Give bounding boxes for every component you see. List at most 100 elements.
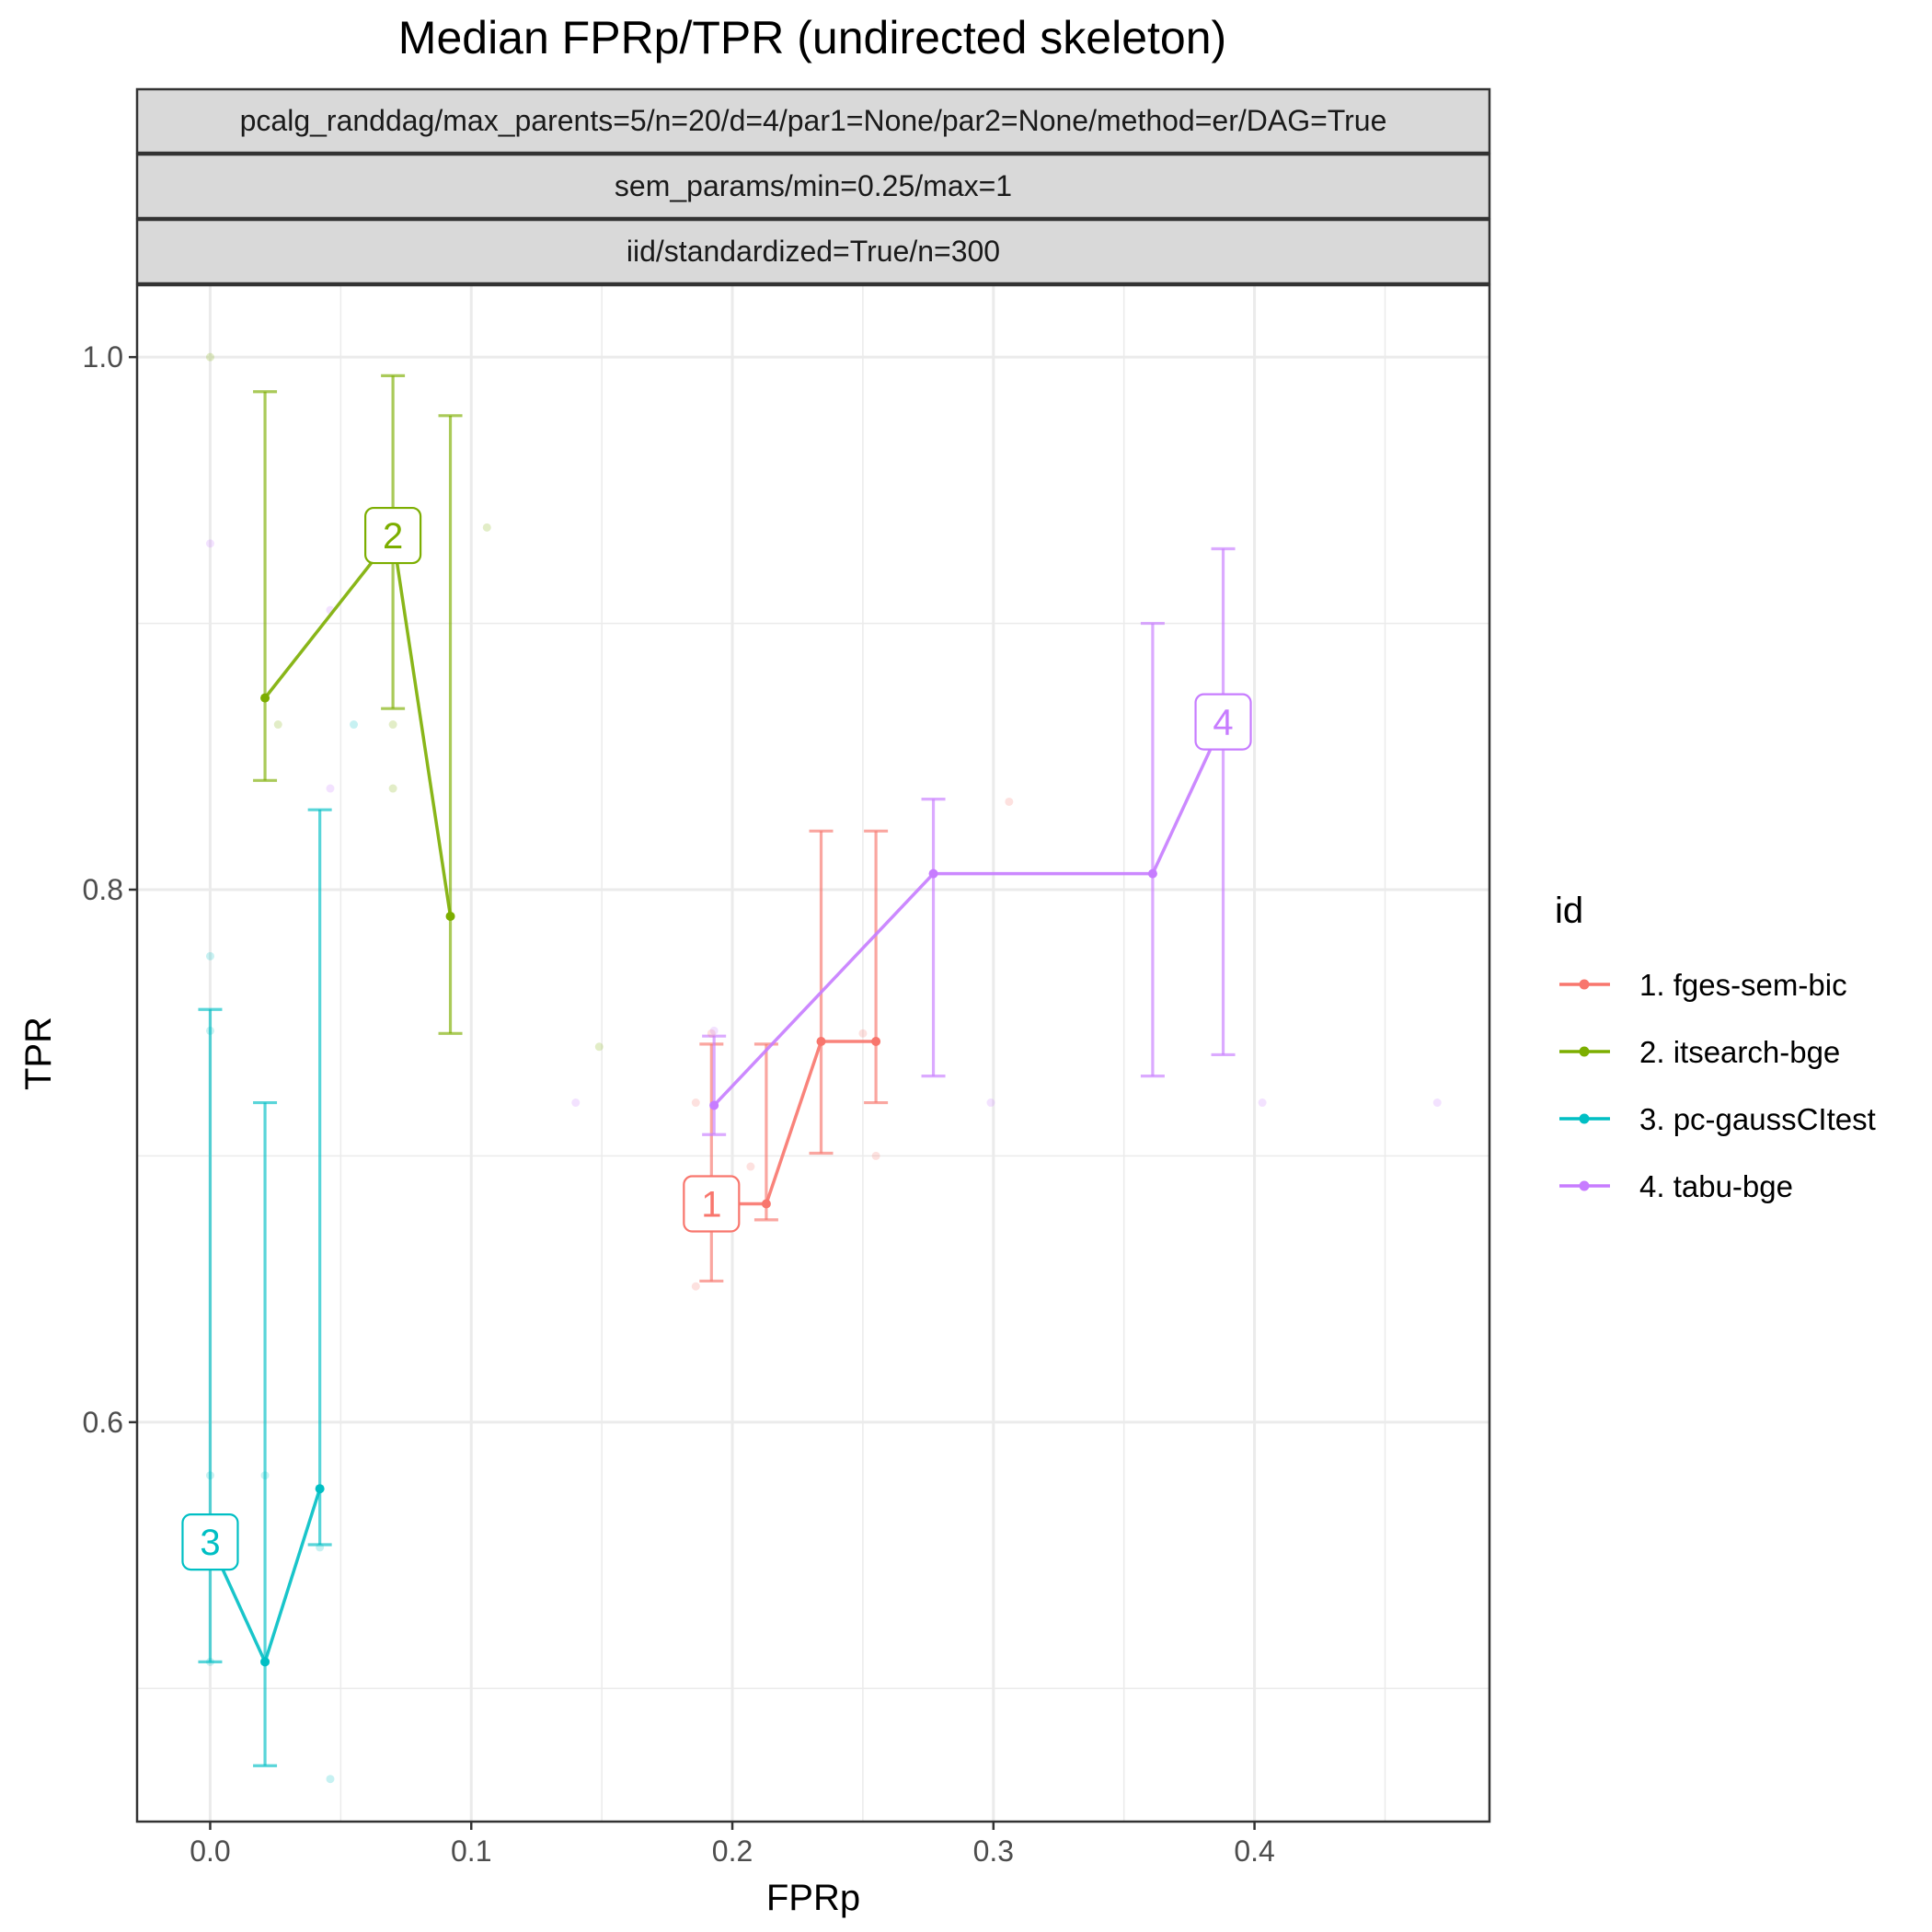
facet-strip-1-box xyxy=(135,87,1491,155)
series-label-box xyxy=(364,506,422,565)
error-bars xyxy=(198,374,1236,1767)
error-bar xyxy=(699,1042,724,1283)
legend-entry-label: 1. fges-sem-bic xyxy=(1639,968,1847,1002)
facet-strips: pcalg_randdag/max_parents=5/n=20/d=4/par… xyxy=(135,87,1491,285)
scatter-point xyxy=(594,1042,604,1052)
scatter-point xyxy=(205,1657,214,1666)
scatter-point xyxy=(871,1151,880,1160)
scatter-point xyxy=(205,951,214,960)
scatter-point xyxy=(571,1098,581,1108)
legend-entry: 4. tabu-bge xyxy=(1559,1169,1793,1203)
series-line xyxy=(712,720,1225,1107)
scatter-point xyxy=(205,539,214,548)
error-bar xyxy=(921,797,946,1078)
series-label-text: 3 xyxy=(200,1523,220,1563)
legend-key-point xyxy=(1579,1113,1590,1124)
series-label: 3 xyxy=(181,1513,239,1571)
error-bar xyxy=(1211,546,1236,1057)
y-tick-label: 0.8 xyxy=(83,873,123,906)
scatter-point xyxy=(1258,1098,1267,1108)
scatter-point xyxy=(707,1029,716,1038)
series-point xyxy=(709,1100,719,1110)
legend: id 1. fges-sem-bic 2. itsearch-bge 3. pc-g… xyxy=(1555,891,1876,1203)
series-point xyxy=(260,693,270,703)
facet-strip-1-label: pcalg_randdag/max_parents=5/n=20/d=4/par… xyxy=(240,104,1387,137)
legend-entry-label: 4. tabu-bge xyxy=(1639,1169,1793,1203)
series-point xyxy=(260,1657,270,1667)
facet-strip-3-box xyxy=(135,218,1491,285)
facet-strip-2-label: sem_params/min=0.25/max=1 xyxy=(615,169,1012,202)
error-bar xyxy=(307,808,332,1547)
scatter-point xyxy=(260,1471,270,1480)
x-axis: 0.0 0.1 0.2 0.3 0.4 xyxy=(190,1822,1275,1868)
scatter-point xyxy=(986,1098,995,1108)
legend-entry-label: 3. pc-gaussCItest xyxy=(1639,1102,1876,1136)
y-axis: 0.6 0.8 1.0 xyxy=(83,340,137,1439)
series-label: 4 xyxy=(1194,693,1252,751)
error-bar xyxy=(438,414,463,1035)
error-bar xyxy=(253,390,278,782)
series-point xyxy=(1147,868,1157,879)
series-label-box xyxy=(683,1175,741,1233)
plot-panel-border xyxy=(135,283,1491,1823)
legend-key-point xyxy=(1579,1180,1590,1191)
scatter-point xyxy=(326,784,335,793)
series-label-box xyxy=(1194,693,1252,751)
legend-entry-label: 2. itsearch-bge xyxy=(1639,1035,1840,1069)
series-point xyxy=(871,1036,881,1046)
scatter-point xyxy=(205,1026,214,1035)
scatter-point xyxy=(205,352,214,362)
error-bar xyxy=(253,1100,278,1767)
y-axis-label: TPR xyxy=(18,1017,59,1090)
facet-strip-2-box xyxy=(135,153,1491,220)
series-point xyxy=(816,1036,826,1046)
error-bar xyxy=(864,829,889,1105)
series-point xyxy=(315,1484,325,1494)
scatter-point xyxy=(746,1162,755,1171)
legend-entry: 1. fges-sem-bic xyxy=(1559,968,1847,1002)
scatter-point xyxy=(350,720,359,730)
legend-entry: 3. pc-gaussCItest xyxy=(1559,1102,1876,1136)
scatter-point xyxy=(273,720,282,730)
scatter-point xyxy=(691,1282,700,1291)
series-label: 2 xyxy=(364,506,422,565)
scatter-points xyxy=(205,352,1442,1784)
series-label-box xyxy=(181,1513,239,1571)
scatter-point xyxy=(691,1098,700,1108)
series-label-text: 2 xyxy=(383,516,403,557)
legend-entry: 2. itsearch-bge xyxy=(1559,1035,1840,1069)
error-bar xyxy=(1140,621,1165,1078)
y-tick-label: 0.6 xyxy=(83,1406,123,1439)
error-bar xyxy=(702,1034,727,1136)
scatter-point xyxy=(205,1471,214,1480)
series-point xyxy=(761,1199,771,1209)
series-label: 1 xyxy=(683,1175,741,1233)
scatter-point xyxy=(316,1543,325,1552)
legend-title: id xyxy=(1555,891,1583,931)
scatter-point xyxy=(709,1026,719,1035)
x-tick-label: 0.4 xyxy=(1234,1834,1274,1868)
scatter-point xyxy=(326,1775,335,1784)
x-tick-label: 0.1 xyxy=(451,1834,491,1868)
facet-strip-3-label: iid/standardized=True/n=300 xyxy=(627,235,1000,268)
scatter-point xyxy=(858,1029,868,1038)
series-labels: 1 2 3 4 xyxy=(181,506,1252,1571)
x-axis-label: FPRp xyxy=(766,1878,860,1918)
plot-panel-background xyxy=(137,285,1489,1822)
scatter-point xyxy=(388,784,397,793)
scatter-point xyxy=(482,523,491,532)
x-tick-label: 0.2 xyxy=(712,1834,753,1868)
x-tick-label: 0.3 xyxy=(973,1834,1014,1868)
x-tick-label: 0.0 xyxy=(190,1834,230,1868)
scatter-point xyxy=(1432,1098,1442,1108)
y-tick-label: 1.0 xyxy=(83,340,123,374)
series-label-text: 1 xyxy=(701,1185,721,1225)
series-point xyxy=(928,868,938,879)
scatter-point xyxy=(388,720,397,730)
scatter-point xyxy=(1005,797,1014,806)
legend-key-point xyxy=(1579,979,1590,990)
series-point xyxy=(445,911,455,921)
legend-key-point xyxy=(1579,1046,1590,1057)
series-label-text: 4 xyxy=(1213,703,1233,743)
